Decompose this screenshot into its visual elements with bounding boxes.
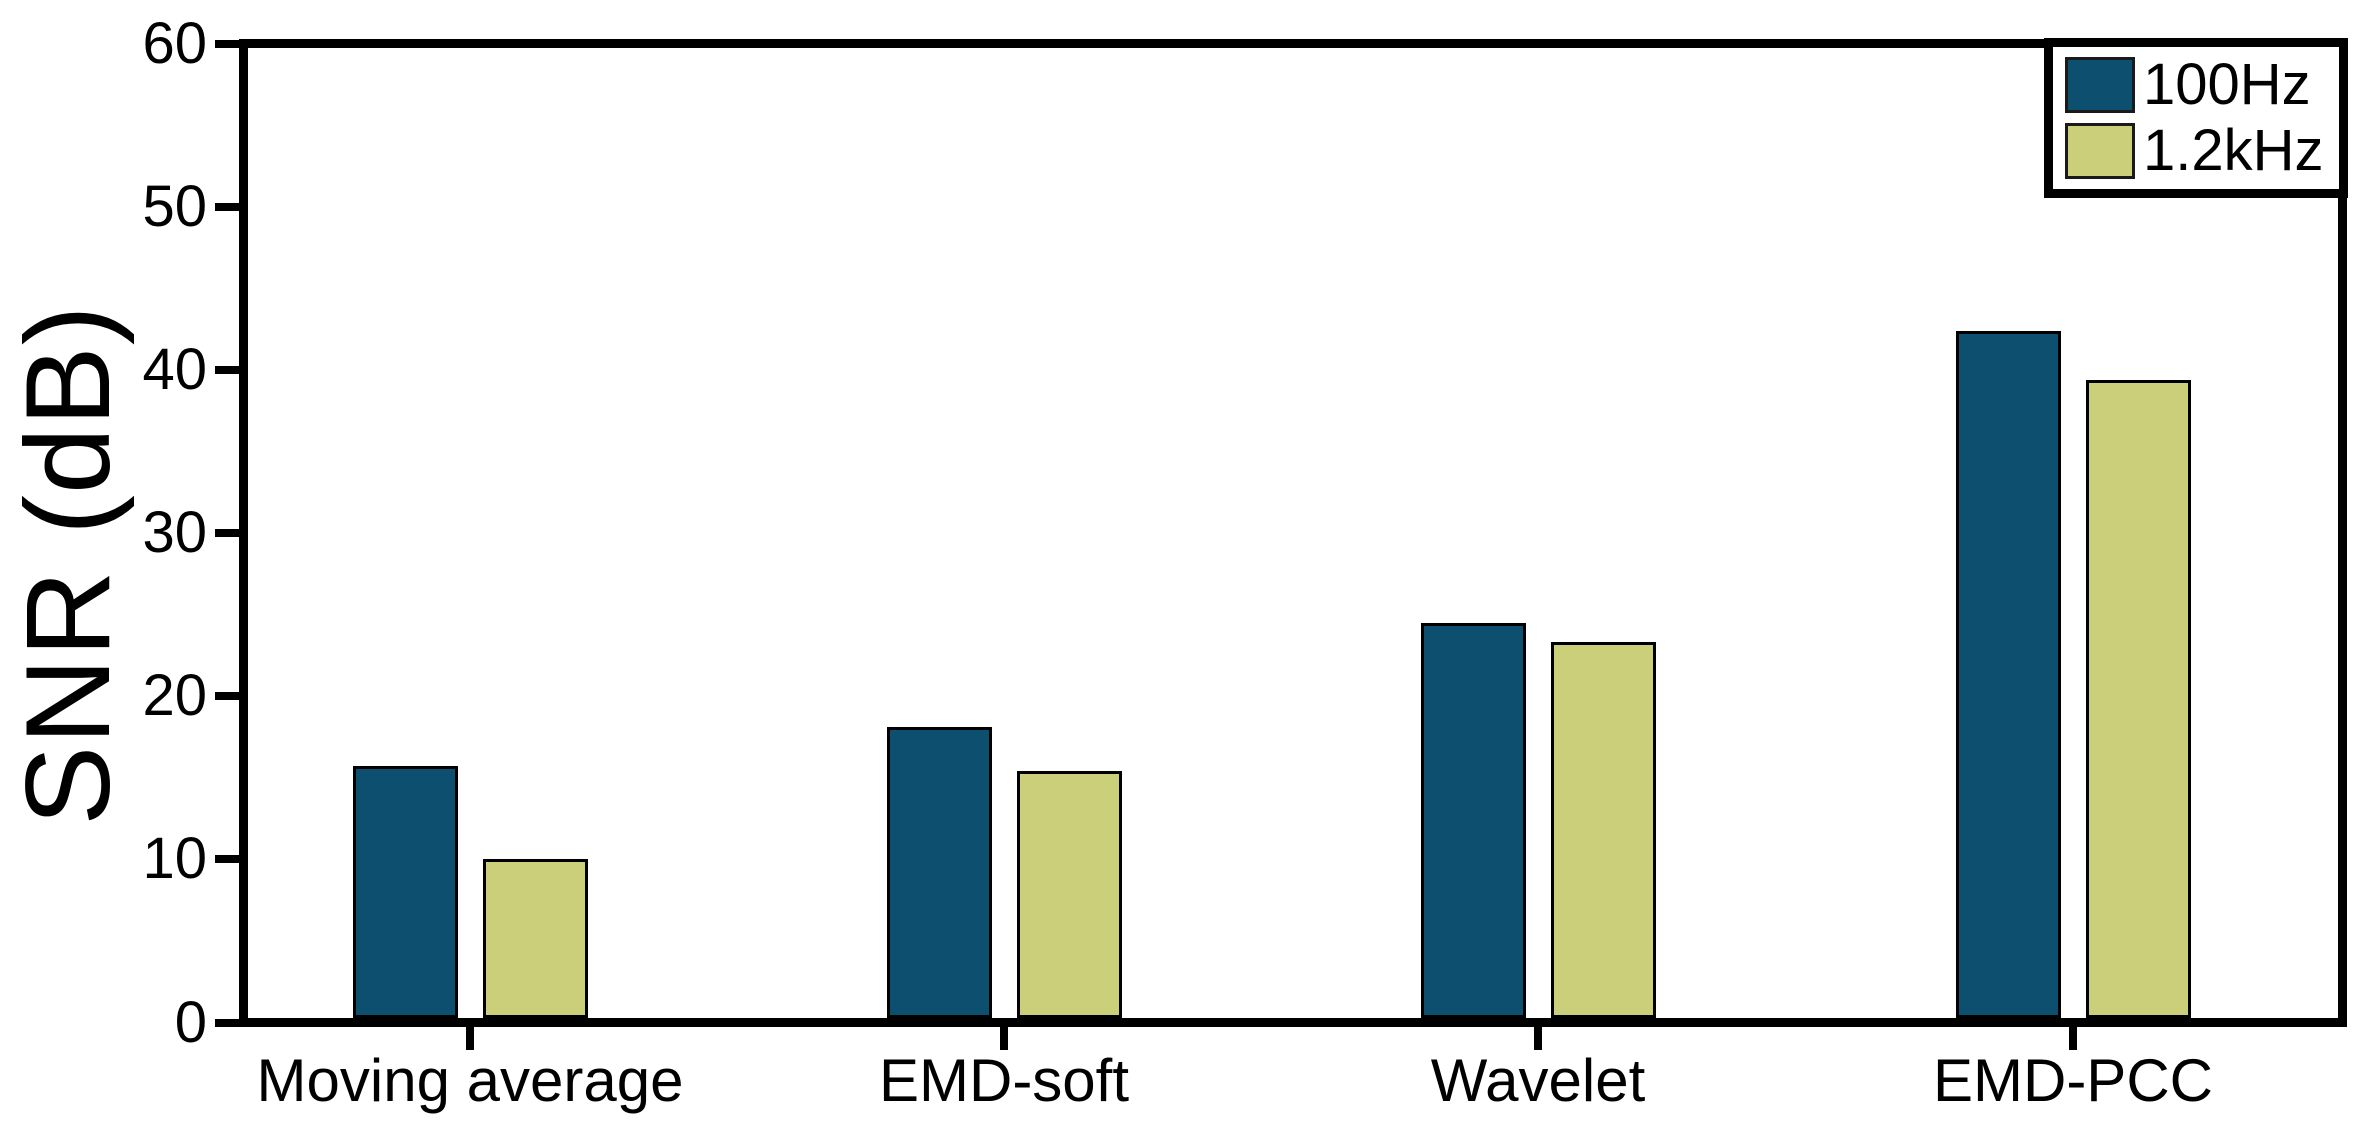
legend: 100Hz 1.2kHz <box>2044 38 2348 198</box>
x-category-label-emd-soft: EMD-soft <box>878 1047 1130 1114</box>
bar-wavelet-100hz <box>1420 622 1526 1018</box>
y-tick-60 <box>215 39 244 48</box>
x-tick-wavelet <box>1534 1022 1542 1050</box>
x-category-label-wavelet: Wavelet <box>1430 1047 1646 1114</box>
y-tick-20 <box>215 692 244 701</box>
bar-emd-soft-100hz <box>886 727 992 1018</box>
y-tick-label-60: 60 <box>142 10 207 76</box>
y-tick-label-0: 0 <box>174 989 207 1055</box>
y-tick-30 <box>215 529 244 537</box>
legend-label-1-2khz: 1.2kHz <box>2143 118 2324 184</box>
y-tick-50 <box>215 202 244 211</box>
y-tick-label-40: 40 <box>142 336 207 402</box>
x-tick-emd-pcc <box>2069 1022 2077 1050</box>
bar-emd-pcc-1-2khz <box>2085 379 2191 1018</box>
legend-item-1-2khz: 1.2kHz <box>2065 122 2339 180</box>
x-category-label-moving-average: Moving average <box>256 1047 684 1114</box>
legend-item-100hz: 100Hz <box>2065 51 2339 117</box>
bar-emd-soft-1-2khz <box>1016 771 1122 1018</box>
bar-wavelet-1-2khz <box>1550 642 1656 1018</box>
legend-swatch-1-2khz <box>2065 123 2135 180</box>
legend-label-100hz: 100Hz <box>2143 51 2311 117</box>
x-tick-moving-average <box>466 1022 474 1050</box>
y-tick-10 <box>215 855 244 864</box>
y-tick-label-30: 30 <box>142 500 207 565</box>
legend-swatch-100hz <box>2065 56 2135 113</box>
y-tick-label-50: 50 <box>142 173 207 239</box>
y-tick-40 <box>215 365 244 374</box>
bar-moving-average-100hz <box>352 766 458 1018</box>
x-tick-emd-soft <box>1000 1022 1008 1050</box>
x-category-label-emd-pcc: EMD-PCC <box>1933 1047 2213 1114</box>
bar-emd-pcc-100hz <box>1955 330 2061 1018</box>
bar-moving-average-1-2khz <box>482 859 588 1018</box>
y-tick-label-20: 20 <box>142 663 207 729</box>
y-tick-0 <box>215 1018 244 1027</box>
y-tick-label-10: 10 <box>142 826 207 892</box>
